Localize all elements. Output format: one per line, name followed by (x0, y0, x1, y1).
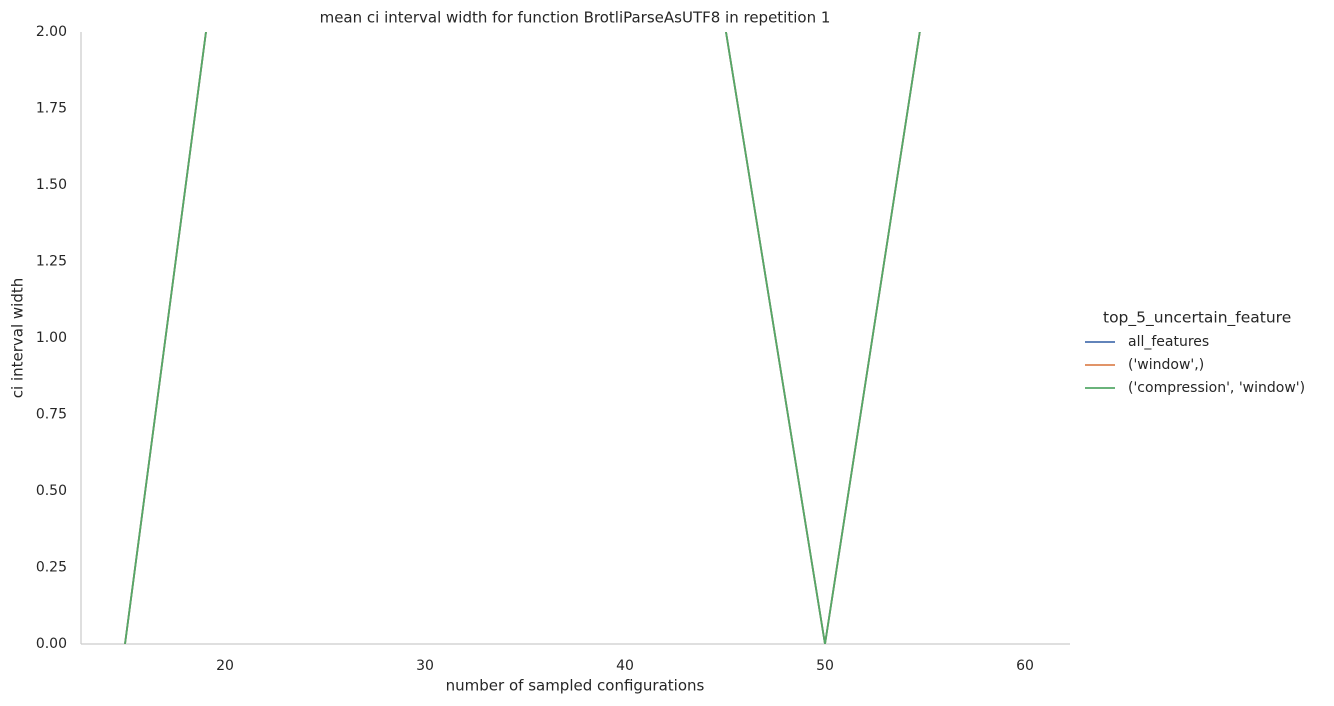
legend-label: ('window',) (1128, 357, 1204, 373)
legend-label: all_features (1128, 334, 1209, 350)
x-tick-label: 30 (416, 658, 434, 674)
x-tick-label: 60 (1016, 658, 1034, 674)
y-tick-label: 0.50 (36, 483, 67, 499)
series-line (124, 32, 921, 644)
x-tick-label: 40 (616, 658, 634, 674)
x-axis-label: number of sampled configurations (446, 677, 705, 695)
chart-title: mean ci interval width for function Brot… (320, 9, 831, 27)
y-tick-label: 0.00 (36, 636, 67, 652)
y-tick-label: 0.25 (36, 560, 67, 576)
y-tick-label: 1.00 (36, 330, 67, 346)
legend-label: ('compression', 'window') (1128, 380, 1305, 396)
series-line (124, 32, 921, 644)
legend-title: top_5_uncertain_feature (1103, 309, 1291, 328)
y-tick-label: 1.50 (36, 177, 67, 193)
y-tick-label: 1.25 (36, 254, 67, 270)
x-tick-label: 20 (216, 658, 234, 674)
series-line (124, 32, 921, 644)
y-tick-label: 0.75 (36, 407, 67, 423)
y-tick-label: 1.75 (36, 101, 67, 117)
y-tick-label: 2.00 (36, 24, 67, 40)
x-tick-label: 50 (816, 658, 834, 674)
y-axis-label: ci interval width (9, 278, 27, 398)
plot-area (124, 32, 921, 644)
